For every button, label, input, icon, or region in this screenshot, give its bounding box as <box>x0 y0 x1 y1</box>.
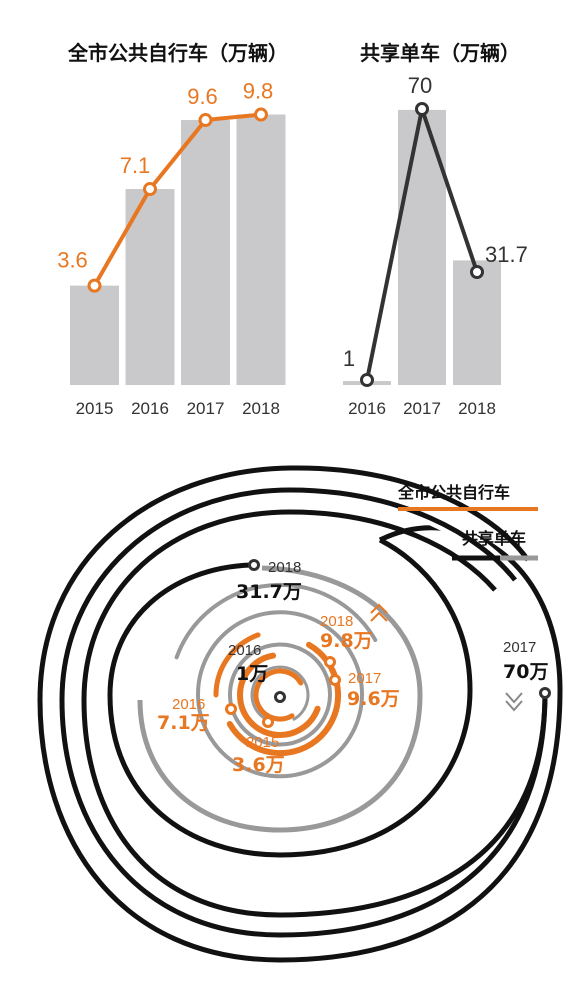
x-tick-label: 2017 <box>403 399 441 418</box>
bar-2018 <box>453 260 501 385</box>
shared-bike-spiral-band-inner <box>81 509 548 918</box>
spiral-label-pb-2015-value: 3.6万 <box>232 754 285 776</box>
data-point-2015 <box>87 278 102 293</box>
chart2-title: 共享单车（万辆） <box>360 41 520 65</box>
x-tick-label: 2017 <box>187 399 225 418</box>
chevron-down-icon <box>505 692 523 712</box>
spiral-diagram <box>37 465 563 963</box>
chevron-up-icon <box>370 603 388 622</box>
spiral-label-pb-2017-year: 2017 <box>348 670 381 687</box>
chart1-title: 全市公共自行车（万辆） <box>67 41 288 65</box>
marker-shared-2017 <box>539 687 551 699</box>
spiral-label-pb-2018-year: 2018 <box>320 613 353 630</box>
data-point-2017 <box>198 113 213 128</box>
marker-public-2018 <box>324 656 336 668</box>
marker-shared-2018 <box>248 559 260 571</box>
spiral-label-2016-value: 1万 <box>236 663 268 685</box>
chart1-plot: 2015 2016 2017 2018 3.6 7.1 9.6 9.8 <box>57 79 286 418</box>
data-label-2018: 9.8 <box>243 79 274 104</box>
spiral-label-2017-year: 2017 <box>503 639 536 656</box>
ring-gray-mid <box>196 610 364 779</box>
shared-bike-spiral-outer-black <box>37 465 563 963</box>
bar-2015 <box>70 285 119 385</box>
marker-public-2016 <box>225 703 237 715</box>
data-point-2018 <box>470 265 484 279</box>
x-tick-label: 2018 <box>242 399 280 418</box>
marker-public-2017 <box>329 674 341 686</box>
public-bike-arc-4 <box>253 668 304 722</box>
ring-gray-inner <box>228 642 332 747</box>
data-point-2017 <box>415 102 429 116</box>
spiral-label-2016-year: 2016 <box>228 642 261 659</box>
series-line <box>92 112 262 287</box>
spiral-label-pb-2015-year: 2015 <box>246 734 279 751</box>
bar-2016 <box>125 189 175 385</box>
spiral-label-pb-2017-value: 9.6万 <box>347 688 400 710</box>
marker-shared-2016 <box>274 691 286 703</box>
data-point-2016 <box>143 182 157 197</box>
public-bike-arc-3 <box>213 632 261 698</box>
data-label-2018: 31.7 <box>485 242 528 267</box>
spiral-label-2018-value: 31.7万 <box>236 581 302 603</box>
spiral-label-pb-2016-value: 7.1万 <box>157 712 210 734</box>
shared-bike-spiral-gray <box>137 565 423 833</box>
x-tick-label: 2015 <box>76 399 114 418</box>
ring-gray-core <box>250 665 310 721</box>
legend-public-bike-label: 全市公共自行车 <box>397 483 510 502</box>
data-label-2016: 1 <box>343 346 355 371</box>
ring-gray-outer <box>174 582 378 660</box>
legend: 全市公共自行车 共享单车 <box>397 483 538 561</box>
legend-shared-bike-label: 共享单车 <box>462 529 526 548</box>
x-tick-label: 2018 <box>458 399 496 418</box>
data-point-2018 <box>254 107 268 122</box>
data-label-2015: 3.6 <box>57 248 88 273</box>
shared-bike-spiral-inner-black <box>107 537 473 858</box>
data-label-2016: 7.1 <box>120 153 151 178</box>
x-tick-label: 2016 <box>348 399 386 418</box>
shared-bike-spiral-band-black <box>59 487 548 938</box>
bar-2018 <box>236 114 286 386</box>
x-tick-label: 2016 <box>131 399 169 418</box>
spiral-label-pb-2016-year: 2016 <box>172 696 205 713</box>
data-label-2017: 70 <box>408 73 432 98</box>
data-point-2016 <box>360 373 374 387</box>
data-label-2017: 9.6 <box>187 84 218 109</box>
bar-2017 <box>398 109 446 386</box>
chart2-plot: 2016 2017 2018 1 70 31.7 <box>343 73 528 418</box>
spiral-label-2018-year: 2018 <box>268 559 301 576</box>
marker-public-2015 <box>262 716 274 728</box>
public-bike-arc-2 <box>237 652 321 738</box>
spiral-label-pb-2018-value: 9.8万 <box>320 630 373 652</box>
spiral-label-2017-value: 70万 <box>503 661 548 683</box>
bar-2017 <box>181 120 230 385</box>
